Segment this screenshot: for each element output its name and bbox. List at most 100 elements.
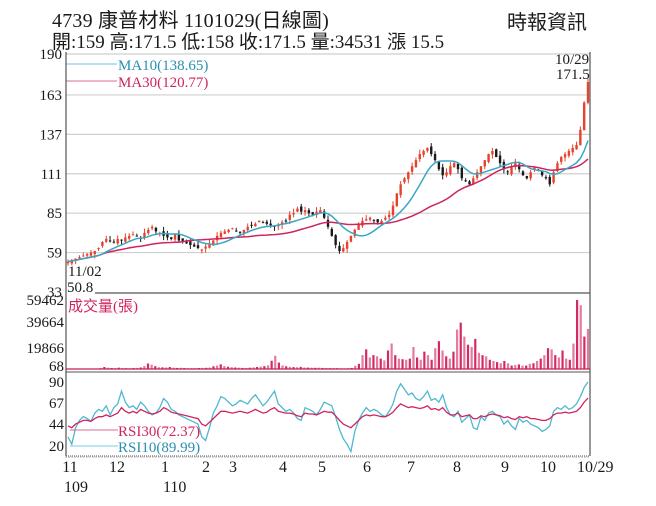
candle-body <box>552 172 555 183</box>
volume-bar <box>434 348 437 369</box>
volume-bar <box>230 367 233 369</box>
volume-title: 成交量(張) <box>68 297 138 315</box>
rsi30-line <box>67 397 589 429</box>
candle-body <box>353 229 356 236</box>
volume-bar <box>139 367 142 369</box>
candle-body <box>147 229 150 234</box>
volume-bar <box>474 338 477 369</box>
volume-bar <box>146 363 150 369</box>
candle-body <box>235 230 238 232</box>
rsi-tick-label: 44 <box>49 417 65 433</box>
candle-body <box>345 241 349 249</box>
volume-bar <box>535 360 539 369</box>
ma30-legend: MA30(120.77) <box>118 75 208 91</box>
start-low-label: 50.8 <box>67 280 93 296</box>
volume-bar <box>295 367 299 369</box>
candle-body <box>322 211 326 218</box>
volume-bar <box>237 367 241 369</box>
volume-bar <box>368 357 371 369</box>
candle-body <box>265 221 269 224</box>
volume-bar <box>528 363 531 369</box>
volume-bar <box>550 349 553 369</box>
rsi-panel: RSI30(72.37) RSI10(89.99) 90 67 44 20 <box>49 375 589 456</box>
x-tick-label: 8 <box>453 459 461 476</box>
candle-body <box>544 177 548 179</box>
x-tick-label: 4 <box>279 459 287 476</box>
candle-body <box>586 82 590 103</box>
candle-body <box>472 178 475 185</box>
candle-body <box>192 244 196 247</box>
brand-label: 時報資訊 <box>507 12 587 34</box>
volume-bar <box>532 363 535 369</box>
price-tick-label: 111 <box>41 167 62 183</box>
price-panel: 33 59 85 111 137 163 190 MA10(138.65) MA30(120… <box>40 47 590 301</box>
volume-bar <box>212 366 215 369</box>
candle-body <box>563 154 567 158</box>
volume-bar <box>554 355 557 369</box>
volume-bars <box>66 300 590 370</box>
volume-bar <box>568 359 571 369</box>
candle-body <box>556 163 559 172</box>
volume-bar <box>165 367 168 369</box>
candle-body <box>365 219 368 221</box>
volume-bar <box>252 367 255 369</box>
x-tick-label: 9 <box>501 459 509 476</box>
volume-bar <box>477 352 481 369</box>
candle-body <box>414 160 418 168</box>
volume-bar <box>226 366 230 369</box>
ma30-line <box>67 158 589 263</box>
volume-bar <box>266 365 270 369</box>
volume-bar <box>270 360 273 369</box>
candle-body <box>101 241 104 246</box>
volume-bar <box>579 305 582 369</box>
candle-body <box>319 210 322 214</box>
start-date-label: 11/02 <box>68 264 102 280</box>
x-tick-label: 11 <box>62 459 77 476</box>
volume-bar <box>546 348 550 369</box>
candle-body <box>540 171 544 176</box>
rsi30-legend: RSI30(72.37) <box>118 424 200 440</box>
volume-bar <box>448 358 451 369</box>
volume-bar <box>357 363 361 369</box>
x-tick-label: 6 <box>363 459 371 476</box>
candle-body <box>166 234 169 238</box>
candle-body <box>456 163 460 170</box>
volume-bar <box>470 347 473 369</box>
volume-tick-label: 19866 <box>27 341 65 357</box>
candle-body <box>380 220 383 224</box>
candle-body <box>227 229 230 233</box>
candle-body <box>200 249 204 251</box>
candle-body <box>242 229 246 234</box>
candle-body <box>422 151 425 155</box>
candle-body <box>307 210 311 214</box>
candle-body <box>498 155 502 164</box>
volume-bar <box>299 366 302 369</box>
volume-bar <box>277 362 281 369</box>
candle-body <box>426 147 429 151</box>
candle-body <box>468 181 471 185</box>
rsi-y-axis: 90 67 44 20 <box>49 375 65 455</box>
candle-body <box>342 248 345 252</box>
x-tick-label: 7 <box>407 459 415 476</box>
chart-title: 4739 康普材料 1101029(日線圖) <box>52 10 329 32</box>
volume-bar <box>401 359 404 369</box>
volume-tick-label: 68 <box>49 359 64 375</box>
candle-body <box>487 154 490 162</box>
candle-body <box>143 232 146 239</box>
candle-body <box>277 225 280 227</box>
rsi-tick-label: 90 <box>49 375 64 391</box>
candle-body <box>418 154 421 160</box>
candle-body <box>315 211 318 215</box>
candle-body <box>66 261 70 264</box>
candle-body <box>452 163 456 168</box>
candle-body <box>246 226 249 231</box>
candle-body <box>173 234 177 240</box>
volume-bar <box>565 358 568 369</box>
volume-bar <box>215 365 219 369</box>
candle-body <box>196 245 200 249</box>
volume-bar <box>234 367 237 369</box>
candle-body <box>300 206 303 212</box>
candle-body <box>204 246 207 249</box>
candle-body <box>387 214 391 218</box>
